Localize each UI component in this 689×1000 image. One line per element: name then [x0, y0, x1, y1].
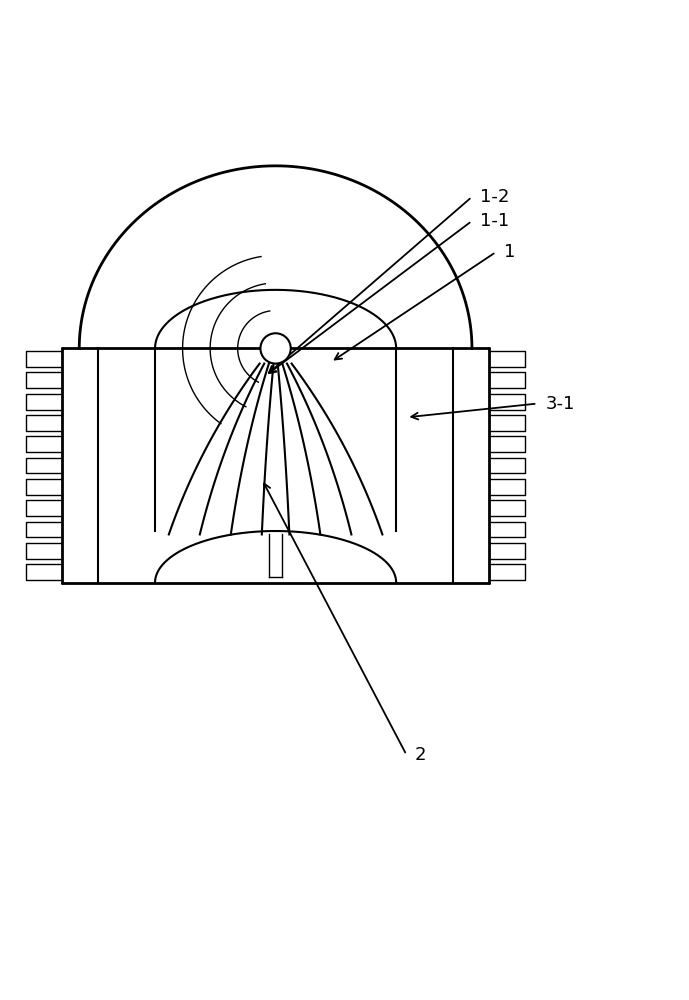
Text: 1: 1 — [504, 243, 516, 261]
Text: 1-1: 1-1 — [480, 212, 509, 230]
Circle shape — [260, 333, 291, 364]
Text: 1-2: 1-2 — [480, 188, 510, 206]
Text: 2: 2 — [415, 746, 426, 764]
Text: 3-1: 3-1 — [546, 395, 575, 413]
